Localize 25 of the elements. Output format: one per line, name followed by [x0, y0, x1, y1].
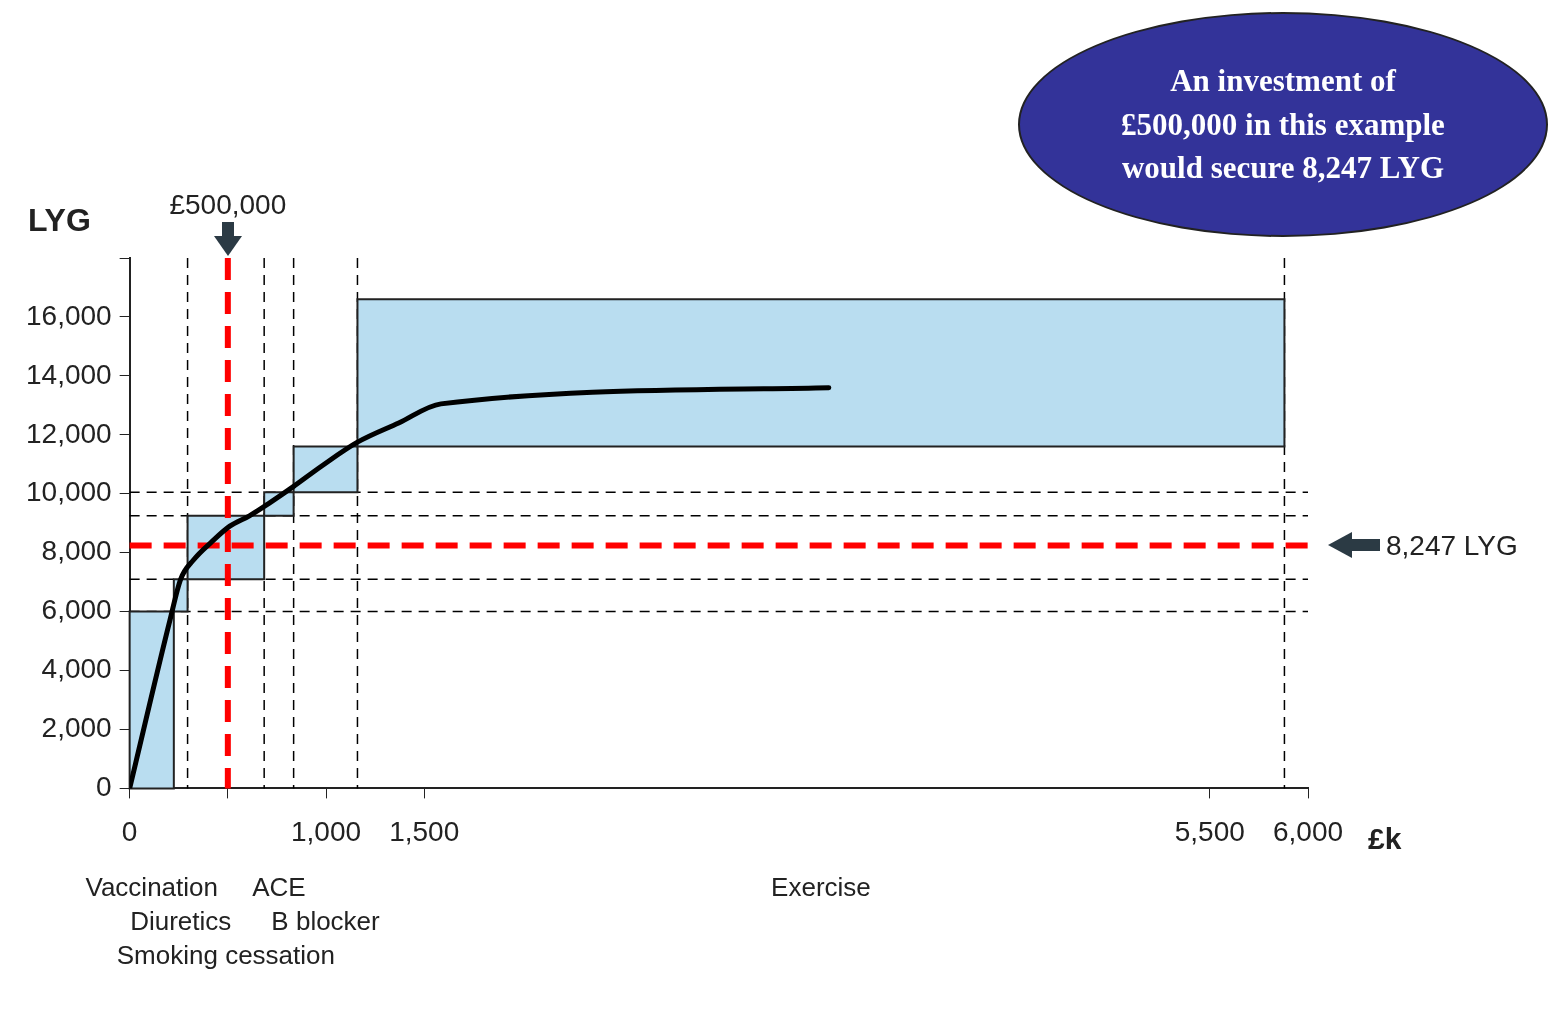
y-tick-label: 12,000 [26, 417, 112, 449]
oval-callout: An investment of £500,000 in this example would secure 8,247 LYG [1018, 12, 1548, 237]
text: Exercise [771, 871, 871, 902]
text: Smoking cessation [116, 939, 335, 970]
ref-line-label: £500,000 [169, 188, 287, 220]
y-tick-label: 4,000 [41, 653, 112, 685]
x-tick-label: 5,500 [1174, 815, 1245, 847]
text: B blocker [271, 905, 381, 936]
y-tick-label: 8,000 [41, 535, 112, 567]
y-tick-label: 0 [96, 771, 112, 803]
x-tick-label: 1,000 [290, 815, 362, 847]
text: Diuretics [130, 905, 232, 936]
y-tick-label: 6,000 [41, 594, 112, 626]
x-tick-label: 0 [121, 815, 138, 847]
y-tick-label: 2,000 [41, 712, 112, 744]
y-tick-label: 16,000 [26, 299, 112, 331]
x-tick-label: 6,000 [1272, 815, 1344, 847]
y-tick-label: 14,000 [26, 358, 112, 390]
y-axis-title: LYG [28, 201, 91, 238]
x-tick-label: 1,500 [389, 815, 460, 847]
text: ACE [252, 871, 306, 902]
ref-line-label: 8,247 LYG [1386, 530, 1518, 562]
text: Vaccination [85, 871, 218, 902]
x-axis-title: £k [1368, 821, 1402, 855]
y-tick-label: 10,000 [26, 476, 112, 508]
